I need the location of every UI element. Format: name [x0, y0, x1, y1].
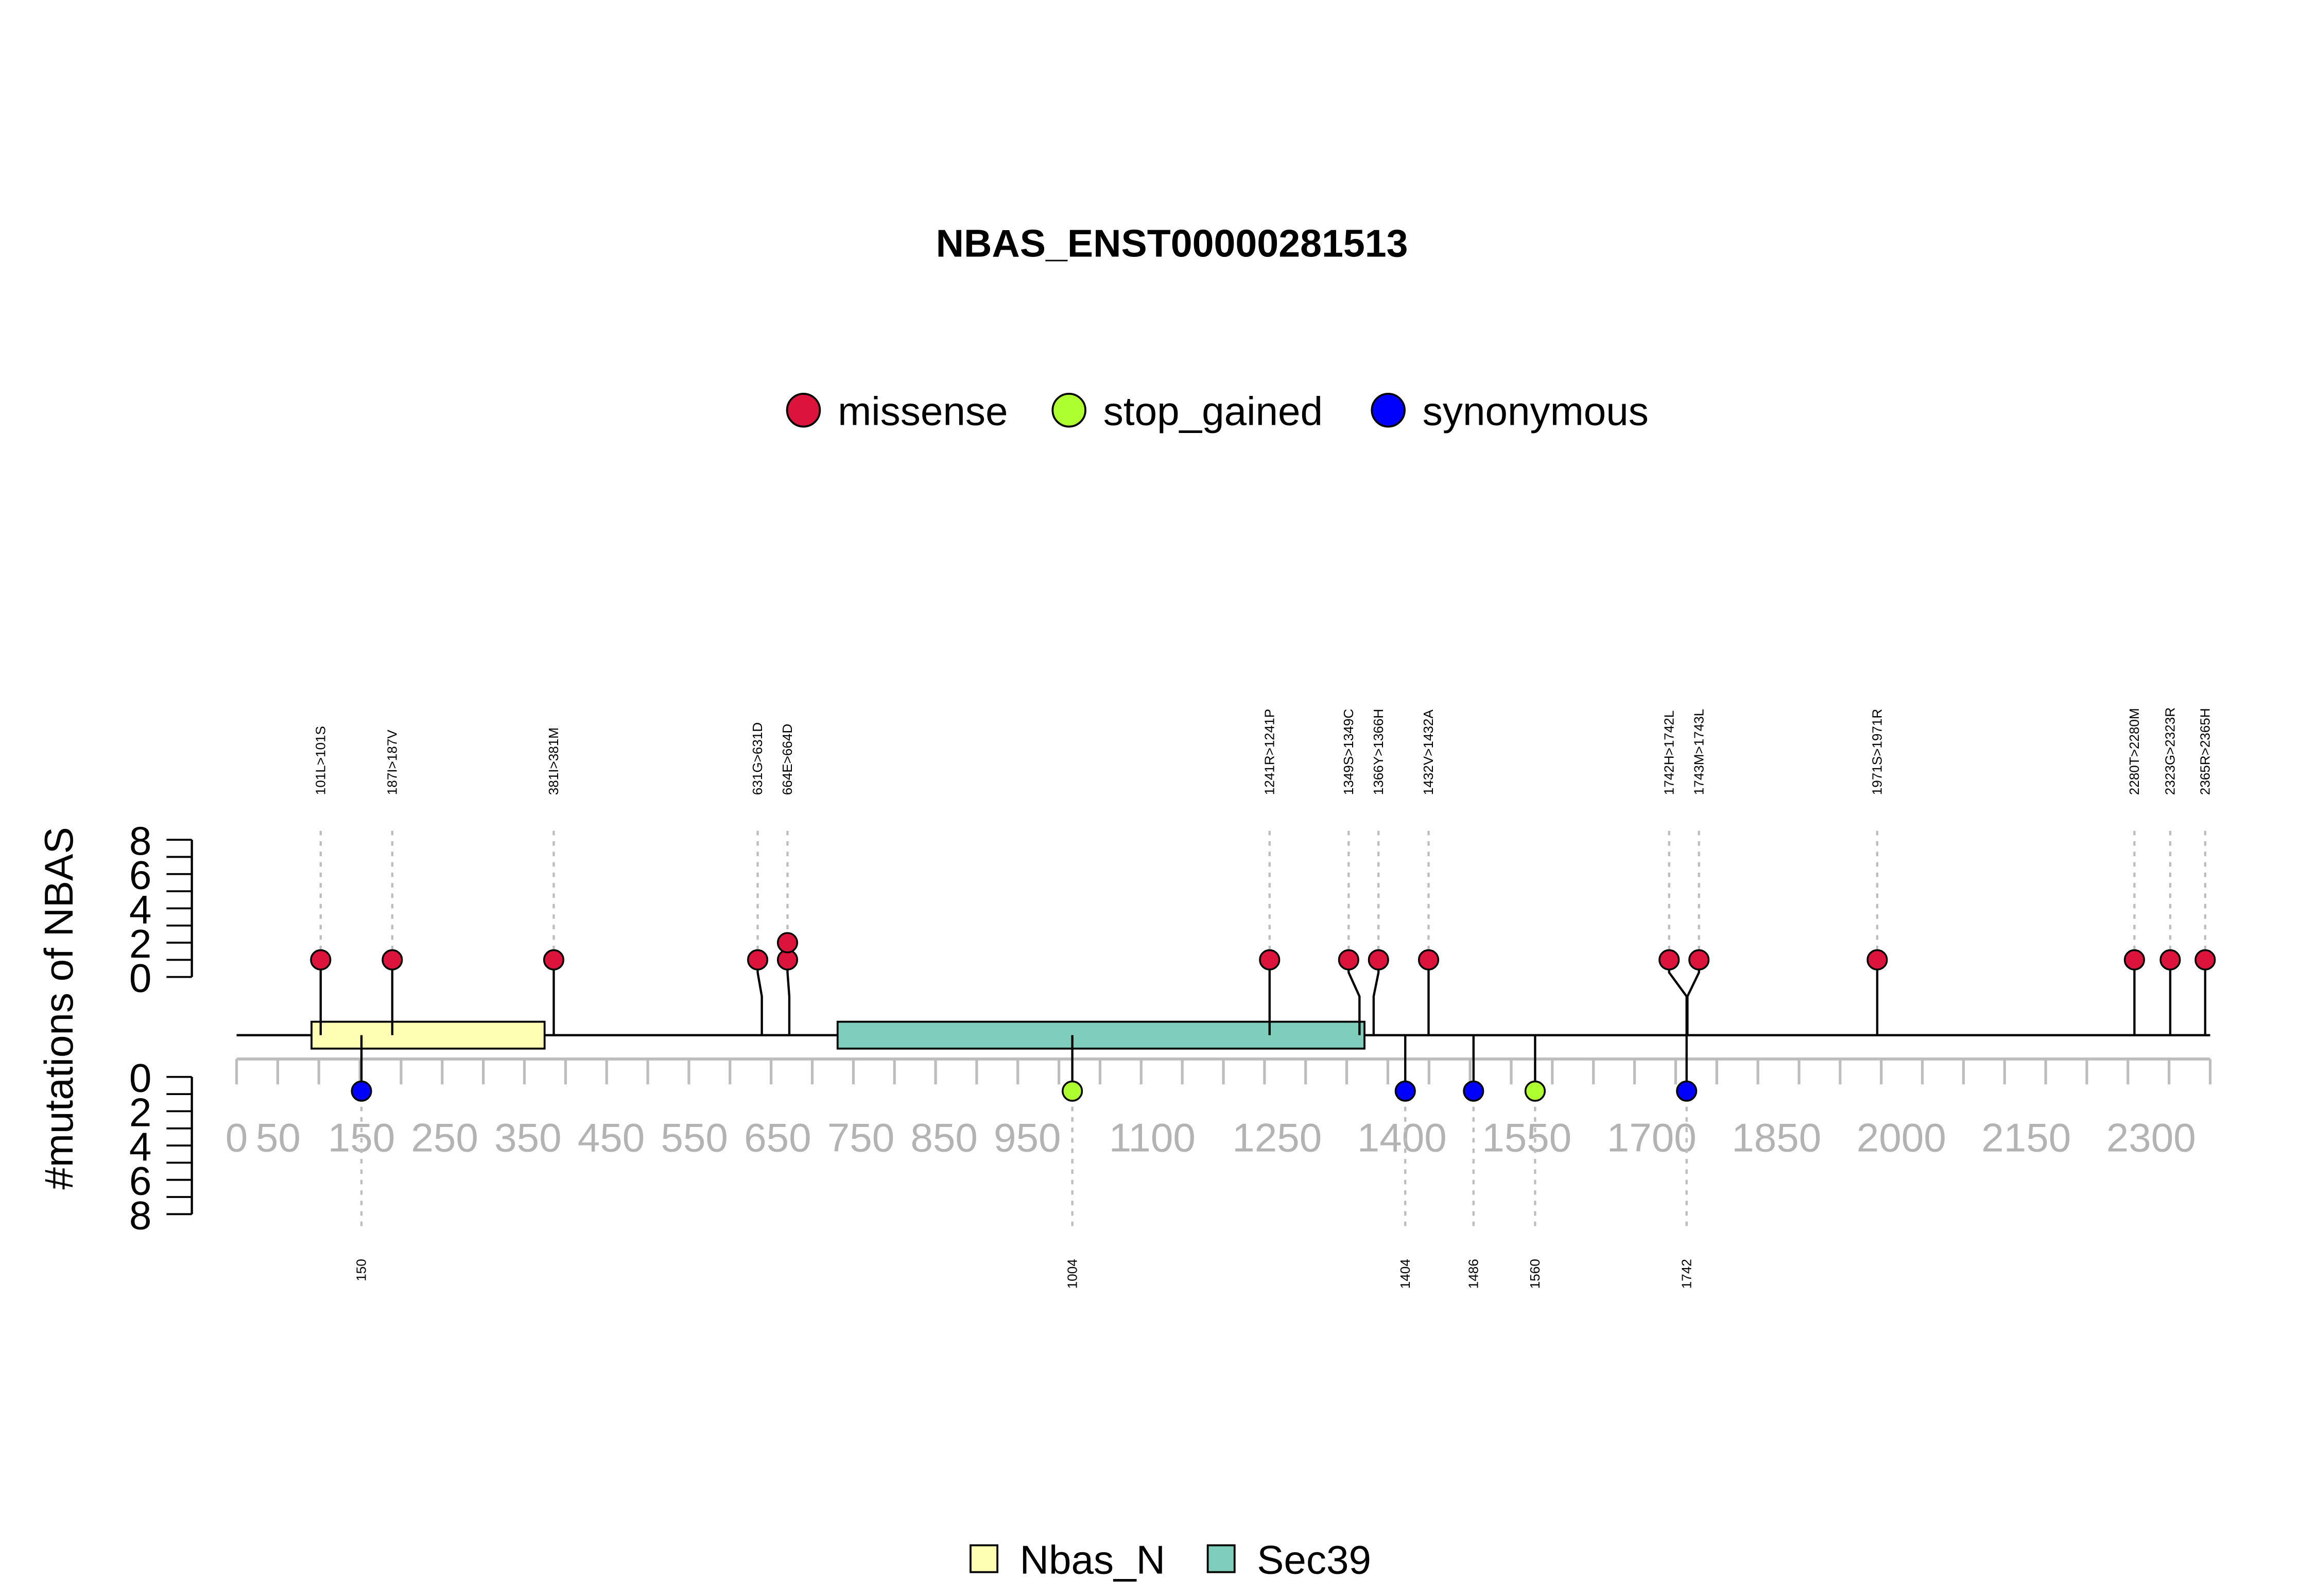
- x-tick-label: 1850: [1732, 1115, 1821, 1160]
- domain-Nbas_N: [310, 1020, 546, 1050]
- mutation-head-missense: [543, 949, 565, 970]
- mutation-label: 1366Y>1366H: [1371, 709, 1386, 795]
- mutation-head-stop_gained: [1524, 1080, 1546, 1102]
- mutation-head-missense: [2194, 949, 2216, 970]
- legend-stop_gained-marker: [1051, 392, 1086, 428]
- mutation-head-stop_gained: [1062, 1080, 1083, 1102]
- legend-bottom: Nbas_N Sec39: [970, 1537, 1371, 1583]
- upper-y-tick-label: 2: [129, 921, 152, 966]
- mutation-label: 2323G>2323R: [2163, 707, 2178, 795]
- x-tick-label: 750: [827, 1115, 895, 1160]
- legend-synonymous-label: synonymous: [1423, 389, 1649, 434]
- x-tick-label: 2150: [1981, 1115, 2071, 1160]
- upper-y-tick-label: 4: [129, 887, 152, 932]
- legend-stop_gained-label: stop_gained: [1103, 389, 1323, 434]
- upper-mutations: 101L>101S 187I>187V 381I>381M 631G>631D 664E…: [310, 707, 2216, 1035]
- mutation-label: 1432V>1432A: [1421, 709, 1436, 795]
- x-tick-label: 850: [910, 1115, 978, 1160]
- domain-Sec39: [836, 1020, 1365, 1050]
- mutation-label: 1241R>1241P: [1261, 709, 1277, 795]
- lower-y-tick-label: 4: [129, 1124, 152, 1169]
- mutation-label: 381I>381M: [546, 727, 561, 795]
- mutation-label: 631G>631D: [750, 722, 765, 795]
- x-tick-label: 1400: [1357, 1115, 1447, 1160]
- x-tick-label: 650: [744, 1115, 811, 1160]
- x-tick-label: 1700: [1607, 1115, 1697, 1160]
- x-tick-label: 1100: [1109, 1115, 1196, 1160]
- mutation-head-missense: [1368, 949, 1389, 970]
- mutation-label: 1743M>1743L: [1691, 709, 1706, 795]
- mutation-label: 2280T>2280M: [2126, 708, 2142, 795]
- x-tick-label: 2300: [2106, 1115, 2196, 1160]
- mutation-stem: [1668, 962, 1688, 1035]
- mutation-stem: [1372, 962, 1380, 1035]
- y-axis-label: #mutations of NBAS: [36, 827, 81, 1189]
- lower-y-tick-label: 2: [129, 1089, 152, 1135]
- upper-y-tick-label: 8: [129, 818, 152, 863]
- mutation-head-missense: [1658, 949, 1680, 970]
- mutation-head-missense: [1688, 949, 1710, 970]
- legend-missense-marker: [786, 392, 821, 428]
- mutation-label: 1004: [1064, 1259, 1080, 1289]
- mutation-label: 150: [354, 1259, 369, 1281]
- legend-missense-label: missense: [838, 389, 1008, 434]
- legend-top: missense stop_gained synonymous: [786, 389, 1649, 434]
- mutation-label: 2365R>2365H: [2198, 708, 2213, 795]
- legend-Nbas_N-swatch: [970, 1544, 998, 1573]
- mutation-head-synonymous: [1676, 1080, 1698, 1102]
- mutation-label: 101L>101S: [313, 726, 328, 795]
- legend-Nbas_N-label: Nbas_N: [1020, 1537, 1166, 1583]
- mutation-head-missense: [2123, 949, 2145, 970]
- x-tick-label: 1250: [1232, 1115, 1322, 1160]
- lower-y-tick-label: 6: [129, 1158, 152, 1204]
- mutation-label: 1742H>1742L: [1661, 710, 1676, 795]
- x-tick-label: 150: [328, 1115, 395, 1160]
- mutation-head-synonymous: [1463, 1080, 1484, 1102]
- x-tick-label: 2000: [1857, 1115, 1946, 1160]
- mutation-head-missense: [1259, 949, 1281, 970]
- x-tick-label: 0: [226, 1115, 248, 1160]
- mutation-label: 1349S>1349C: [1341, 709, 1356, 795]
- mutation-label: 664E>664D: [780, 724, 795, 795]
- mutation-head-missense: [1417, 949, 1440, 970]
- legend-Sec39-swatch: [1206, 1544, 1236, 1573]
- mutation-label: 1404: [1397, 1259, 1413, 1289]
- mutation-label: 1560: [1527, 1259, 1543, 1289]
- mutation-stem: [1686, 962, 1700, 1035]
- mutation-head-missense: [1338, 949, 1359, 970]
- lower-y-tick-label: 8: [129, 1192, 152, 1238]
- mutation-head-missense: [382, 949, 403, 970]
- upper-y-tick-label: 0: [129, 956, 152, 1001]
- x-tick-label: 1550: [1482, 1115, 1571, 1160]
- upper-y-tick-label: 6: [129, 853, 152, 898]
- legend-synonymous-marker: [1371, 392, 1406, 428]
- mutation-head-missense: [1866, 949, 1888, 970]
- protein-backbone: [236, 1020, 2210, 1050]
- x-tick-label: 350: [494, 1115, 562, 1160]
- x-tick-label: 550: [661, 1115, 728, 1160]
- mutation-head-synonymous: [1394, 1080, 1416, 1102]
- lower-mutations: 150 1004 1404 1486 1560 1742: [351, 1035, 1698, 1289]
- chart-title: NBAS_ENST00000281513: [936, 221, 1408, 265]
- x-tick-label: 250: [411, 1115, 478, 1160]
- mutation-head-missense: [747, 949, 769, 970]
- x-tick-label: 50: [256, 1115, 301, 1160]
- mutation-label: 1486: [1466, 1259, 1481, 1289]
- mutation-stem: [756, 962, 763, 1035]
- mutation-label: 1742: [1679, 1259, 1694, 1289]
- x-tick-label: 450: [578, 1115, 645, 1160]
- mutation-head-missense: [776, 932, 799, 953]
- mutation-head-synonymous: [351, 1080, 372, 1102]
- mutation-label: 1971S>1971R: [1870, 709, 1885, 795]
- x-tick-label: 950: [994, 1115, 1061, 1160]
- mutation-label: 187I>187V: [385, 730, 400, 795]
- mutation-head-missense: [2159, 949, 2181, 970]
- mutation-head-missense: [310, 949, 332, 970]
- lower-y-tick-label: 0: [129, 1055, 152, 1101]
- legend-Sec39-label: Sec39: [1257, 1537, 1371, 1583]
